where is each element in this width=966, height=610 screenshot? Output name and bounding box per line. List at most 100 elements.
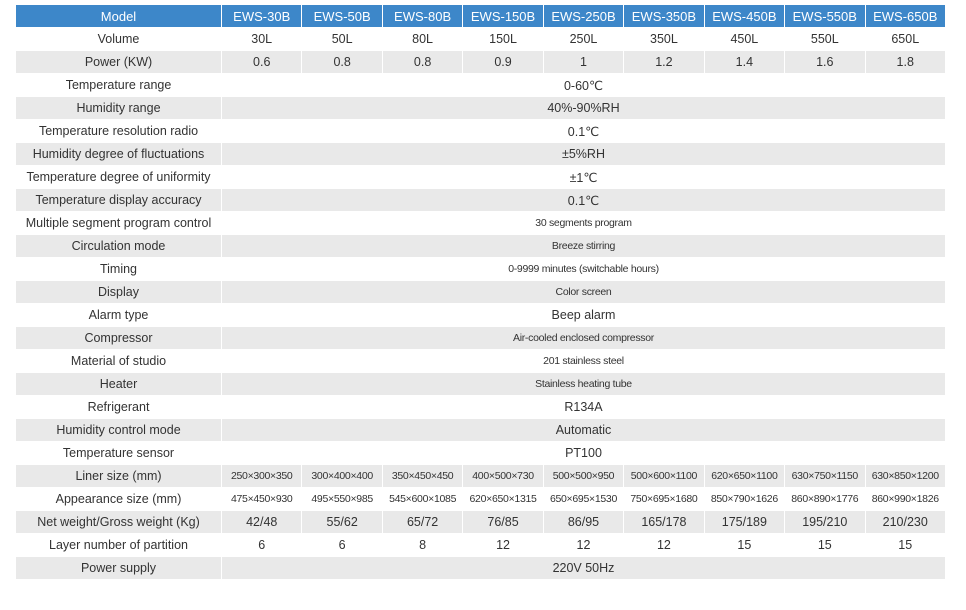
spec-label: Liner size (mm) bbox=[15, 464, 222, 488]
spec-value: 55/62 bbox=[301, 510, 383, 534]
spec-value: 630×850×1200 bbox=[864, 464, 946, 488]
spec-value: 6 bbox=[301, 533, 383, 557]
spec-label: Temperature resolution radio bbox=[15, 119, 222, 143]
spec-value: 42/48 bbox=[220, 510, 303, 534]
spec-value: 150L bbox=[462, 27, 544, 51]
spec-label: Temperature sensor bbox=[15, 441, 222, 465]
header-row: Model EWS-30B EWS-50B EWS-80B EWS-150B EWS-25… bbox=[15, 4, 946, 28]
spec-row: Circulation mode Breeze stirring bbox=[15, 234, 946, 258]
spec-row: Temperature range 0-60℃ bbox=[15, 73, 946, 97]
spec-value: 475×450×930 bbox=[220, 487, 303, 511]
spec-value: 15 bbox=[703, 533, 786, 557]
spec-row: Volume 30L 50L 80L 150L 250L 350L 450L 550L 650L bbox=[15, 27, 946, 51]
spec-value: R134A bbox=[221, 395, 946, 419]
spec-value: PT100 bbox=[221, 441, 946, 465]
spec-value: 220V 50Hz bbox=[221, 556, 946, 580]
spec-value: 165/178 bbox=[623, 510, 705, 534]
spec-value: 500×500×950 bbox=[542, 464, 625, 488]
spec-row: Humidity degree of fluctuations ±5%RH bbox=[15, 142, 946, 166]
spec-value: 30 segments program bbox=[221, 211, 946, 235]
spec-value: 400×500×730 bbox=[462, 464, 544, 488]
spec-value: 620×650×1315 bbox=[462, 487, 544, 511]
spec-row: Power (KW) 0.6 0.8 0.8 0.9 1 1.2 1.4 1.6 1.8 bbox=[15, 50, 946, 74]
spec-value: 30L bbox=[220, 27, 303, 51]
spec-value: 250L bbox=[542, 27, 625, 51]
spec-label: Temperature degree of uniformity bbox=[15, 165, 222, 189]
spec-value: Color screen bbox=[221, 280, 946, 304]
spec-value: 450L bbox=[703, 27, 786, 51]
spec-value: 12 bbox=[462, 533, 544, 557]
spec-value: 0.1℃ bbox=[221, 188, 946, 212]
spec-value: 12 bbox=[542, 533, 625, 557]
spec-value: 750×695×1680 bbox=[623, 487, 705, 511]
spec-value: Air-cooled enclosed compressor bbox=[221, 326, 946, 350]
spec-value: 860×890×1776 bbox=[784, 487, 866, 511]
spec-value: 495×550×985 bbox=[301, 487, 383, 511]
spec-label: Temperature display accuracy bbox=[15, 188, 222, 212]
spec-label: Humidity control mode bbox=[15, 418, 222, 442]
spec-row: Temperature display accuracy 0.1℃ bbox=[15, 188, 946, 212]
spec-value: 15 bbox=[864, 533, 946, 557]
spec-label: Power (KW) bbox=[15, 50, 222, 74]
spec-value: 550L bbox=[784, 27, 866, 51]
spec-row: Material of studio 201 stainless steel bbox=[15, 349, 946, 373]
spec-value: 40%-90%RH bbox=[221, 96, 946, 120]
spec-value: 8 bbox=[381, 533, 464, 557]
spec-row: Humidity control mode Automatic bbox=[15, 418, 946, 442]
spec-label: Net weight/Gross weight (Kg) bbox=[15, 510, 222, 534]
spec-label: Temperature range bbox=[15, 73, 222, 97]
spec-row: Compressor Air-cooled enclosed compressor bbox=[15, 326, 946, 350]
spec-value: 65/72 bbox=[381, 510, 464, 534]
spec-row: Net weight/Gross weight (Kg) 42/48 55/62 65… bbox=[15, 510, 946, 534]
spec-value: 860×990×1826 bbox=[864, 487, 946, 511]
model-header: EWS-550B bbox=[784, 4, 866, 28]
spec-value: Beep alarm bbox=[221, 303, 946, 327]
spec-value: 850×790×1626 bbox=[703, 487, 786, 511]
spec-row: Humidity range 40%-90%RH bbox=[15, 96, 946, 120]
spec-value: ±5%RH bbox=[221, 142, 946, 166]
spec-row: Heater Stainless heating tube bbox=[15, 372, 946, 396]
spec-label: Compressor bbox=[15, 326, 222, 350]
spec-value: 630×750×1150 bbox=[784, 464, 866, 488]
spec-value: 1.4 bbox=[703, 50, 786, 74]
model-header: EWS-80B bbox=[381, 4, 464, 28]
spec-label: Volume bbox=[15, 27, 222, 51]
spec-row: Power supply 220V 50Hz bbox=[15, 556, 946, 580]
spec-row: Display Color screen bbox=[15, 280, 946, 304]
spec-value: 545×600×1085 bbox=[381, 487, 464, 511]
spec-value: 0.8 bbox=[301, 50, 383, 74]
spec-value: 620×650×1100 bbox=[703, 464, 786, 488]
spec-row: Temperature degree of uniformity ±1℃ bbox=[15, 165, 946, 189]
spec-label: Material of studio bbox=[15, 349, 222, 373]
model-header: EWS-150B bbox=[462, 4, 544, 28]
spec-value: 350×450×450 bbox=[381, 464, 464, 488]
spec-value: 1.6 bbox=[784, 50, 866, 74]
spec-row: Appearance size (mm) 475×450×930 495×550×9… bbox=[15, 487, 946, 511]
spec-row: Timing 0-9999 minutes (switchable hours) bbox=[15, 257, 946, 281]
spec-row: Alarm type Beep alarm bbox=[15, 303, 946, 327]
spec-value: 76/85 bbox=[462, 510, 544, 534]
spec-value: 650L bbox=[864, 27, 946, 51]
spec-value: 650×695×1530 bbox=[542, 487, 625, 511]
spec-label: Appearance size (mm) bbox=[15, 487, 222, 511]
spec-row: Multiple segment program control 30 segme… bbox=[15, 211, 946, 235]
spec-label: Humidity degree of fluctuations bbox=[15, 142, 222, 166]
model-header: EWS-450B bbox=[703, 4, 786, 28]
spec-value: 201 stainless steel bbox=[221, 349, 946, 373]
spec-value: 80L bbox=[381, 27, 464, 51]
spec-value: 86/95 bbox=[542, 510, 625, 534]
spec-value: Stainless heating tube bbox=[221, 372, 946, 396]
spec-value: 1.2 bbox=[623, 50, 705, 74]
spec-label: Refrigerant bbox=[15, 395, 222, 419]
spec-row: Refrigerant R134A bbox=[15, 395, 946, 419]
spec-value: 0.8 bbox=[381, 50, 464, 74]
spec-label: Multiple segment program control bbox=[15, 211, 222, 235]
spec-value: 210/230 bbox=[864, 510, 946, 534]
spec-value: 500×600×1100 bbox=[623, 464, 705, 488]
model-header: EWS-650B bbox=[864, 4, 946, 28]
spec-value: 0.9 bbox=[462, 50, 544, 74]
model-header: EWS-350B bbox=[623, 4, 705, 28]
spec-value: ±1℃ bbox=[221, 165, 946, 189]
header-label: Model bbox=[15, 4, 222, 28]
spec-value: 0-60℃ bbox=[221, 73, 946, 97]
